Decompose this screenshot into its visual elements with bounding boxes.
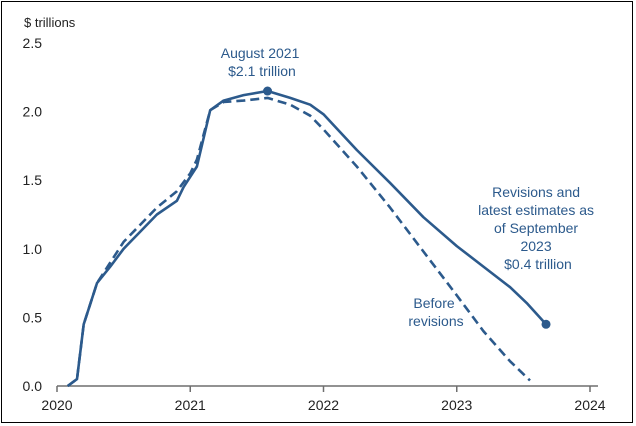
latest-annotation-line-1: Revisions and — [492, 184, 580, 200]
x-tick-label: 2021 — [175, 397, 206, 413]
x-tick-label: 2024 — [574, 397, 605, 413]
before-annotation-line-1: Before — [413, 295, 454, 311]
latest-annotation-line-3: of September — [494, 220, 578, 236]
latest-annotation-line-5: $0.4 trillion — [504, 256, 572, 272]
y-tick-label: 1.0 — [23, 241, 43, 257]
x-tick-label: 2020 — [41, 397, 72, 413]
peak-annotation-line-2: $2.1 trillion — [228, 63, 296, 79]
x-tick-label: 2023 — [441, 397, 472, 413]
latest-annotation-line-4: 2023 — [520, 238, 551, 254]
peak-annotation-line-1: August 2021 — [221, 45, 300, 61]
series-line-revised-estimates — [66, 89, 547, 388]
svg-text:Revisions and latest estim: Revisions and latest estimates as of Sep… — [478, 184, 598, 272]
x-tick-label: 2022 — [308, 397, 339, 413]
latest-marker — [541, 319, 551, 329]
y-tick-label: 0.5 — [23, 309, 43, 325]
svg-text:Before revisions: Before revisions — [408, 295, 463, 329]
y-tick-label: 2.5 — [23, 35, 43, 51]
y-tick-label: 0.0 — [23, 378, 43, 394]
y-tick-label: 2.0 — [23, 104, 43, 120]
before-annotation-line-2: revisions — [408, 313, 463, 329]
latest-annotation-line-2: latest estimates as — [478, 202, 594, 218]
y-axis-label: $ trillions — [24, 15, 76, 30]
series-line-before-revisions — [66, 96, 531, 388]
svg-text:August 2021 $2.1 trillion: August 2021 $2.1 trillion — [221, 45, 304, 79]
y-tick-label: 1.5 — [23, 172, 43, 188]
peak-marker — [263, 86, 273, 96]
